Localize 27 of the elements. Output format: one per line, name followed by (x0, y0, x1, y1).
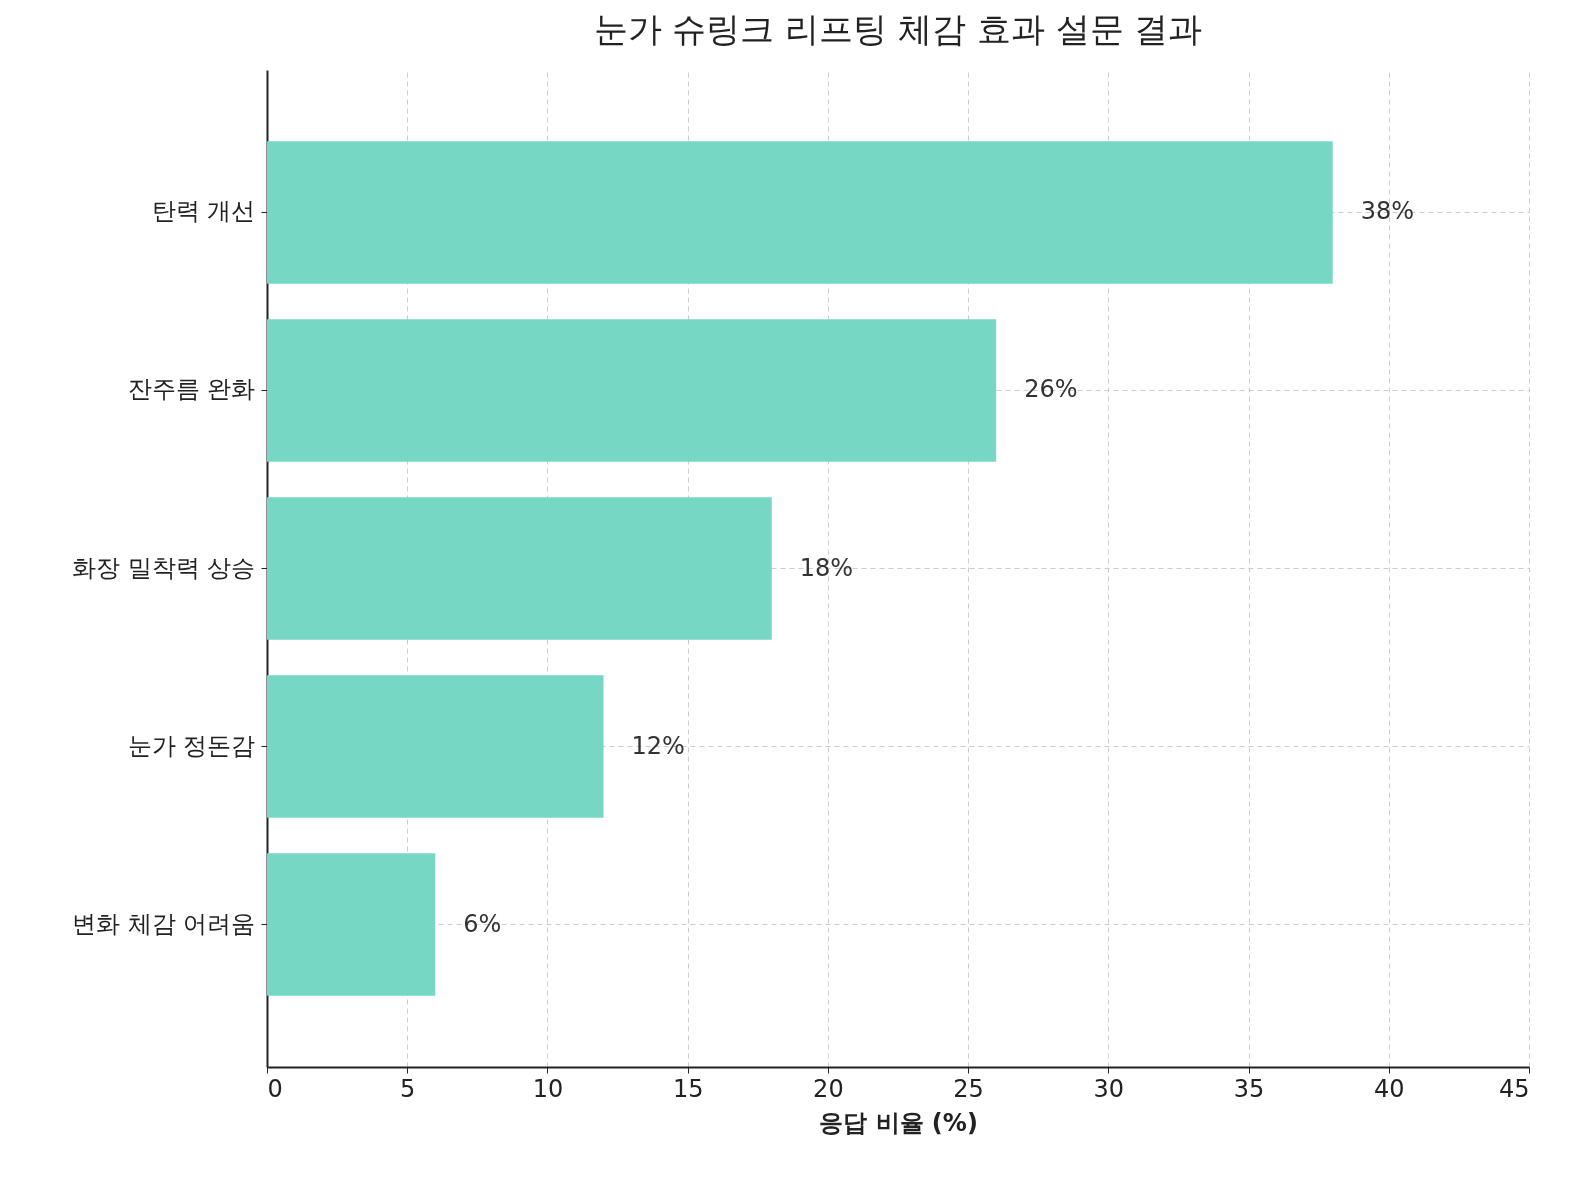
bar (267, 141, 1333, 284)
y-tick-label: 눈가 정돈감 (127, 731, 256, 760)
x-tick-label: 35 (1233, 1074, 1265, 1103)
y-tick-label: 변화 체감 어려움 (72, 909, 256, 938)
x-tick-label: 30 (1093, 1074, 1125, 1103)
x-tick-label: 45 (1498, 1074, 1530, 1103)
data-label: 12% (631, 731, 685, 760)
data-label: 38% (1360, 197, 1415, 226)
y-tick-label: 화장 밀착력 상승 (72, 553, 256, 582)
data-label: 6% (463, 909, 502, 938)
x-tick-label: 20 (813, 1074, 844, 1103)
x-tick-label: 40 (1374, 1074, 1405, 1103)
bar (267, 497, 772, 640)
y-tick-label: 잔주름 완화 (127, 375, 256, 404)
x-tick-label: 15 (672, 1074, 704, 1103)
x-tick-label: 25 (953, 1074, 984, 1103)
x-tick-label: 0 (267, 1074, 283, 1103)
x-axis-title: 응답 비율 (%) (819, 1108, 978, 1137)
bar (267, 675, 604, 818)
y-tick-label: 탄력 개선 (151, 197, 256, 226)
data-label: 26% (1024, 375, 1078, 404)
bar (267, 853, 436, 996)
x-tick-label: 10 (532, 1074, 564, 1103)
bar (267, 319, 997, 462)
x-tick-label: 5 (400, 1074, 416, 1103)
chart-title: 눈가 슈링크 리프팅 체감 효과 설문 결과 (593, 9, 1203, 49)
data-label: 18% (799, 553, 854, 582)
